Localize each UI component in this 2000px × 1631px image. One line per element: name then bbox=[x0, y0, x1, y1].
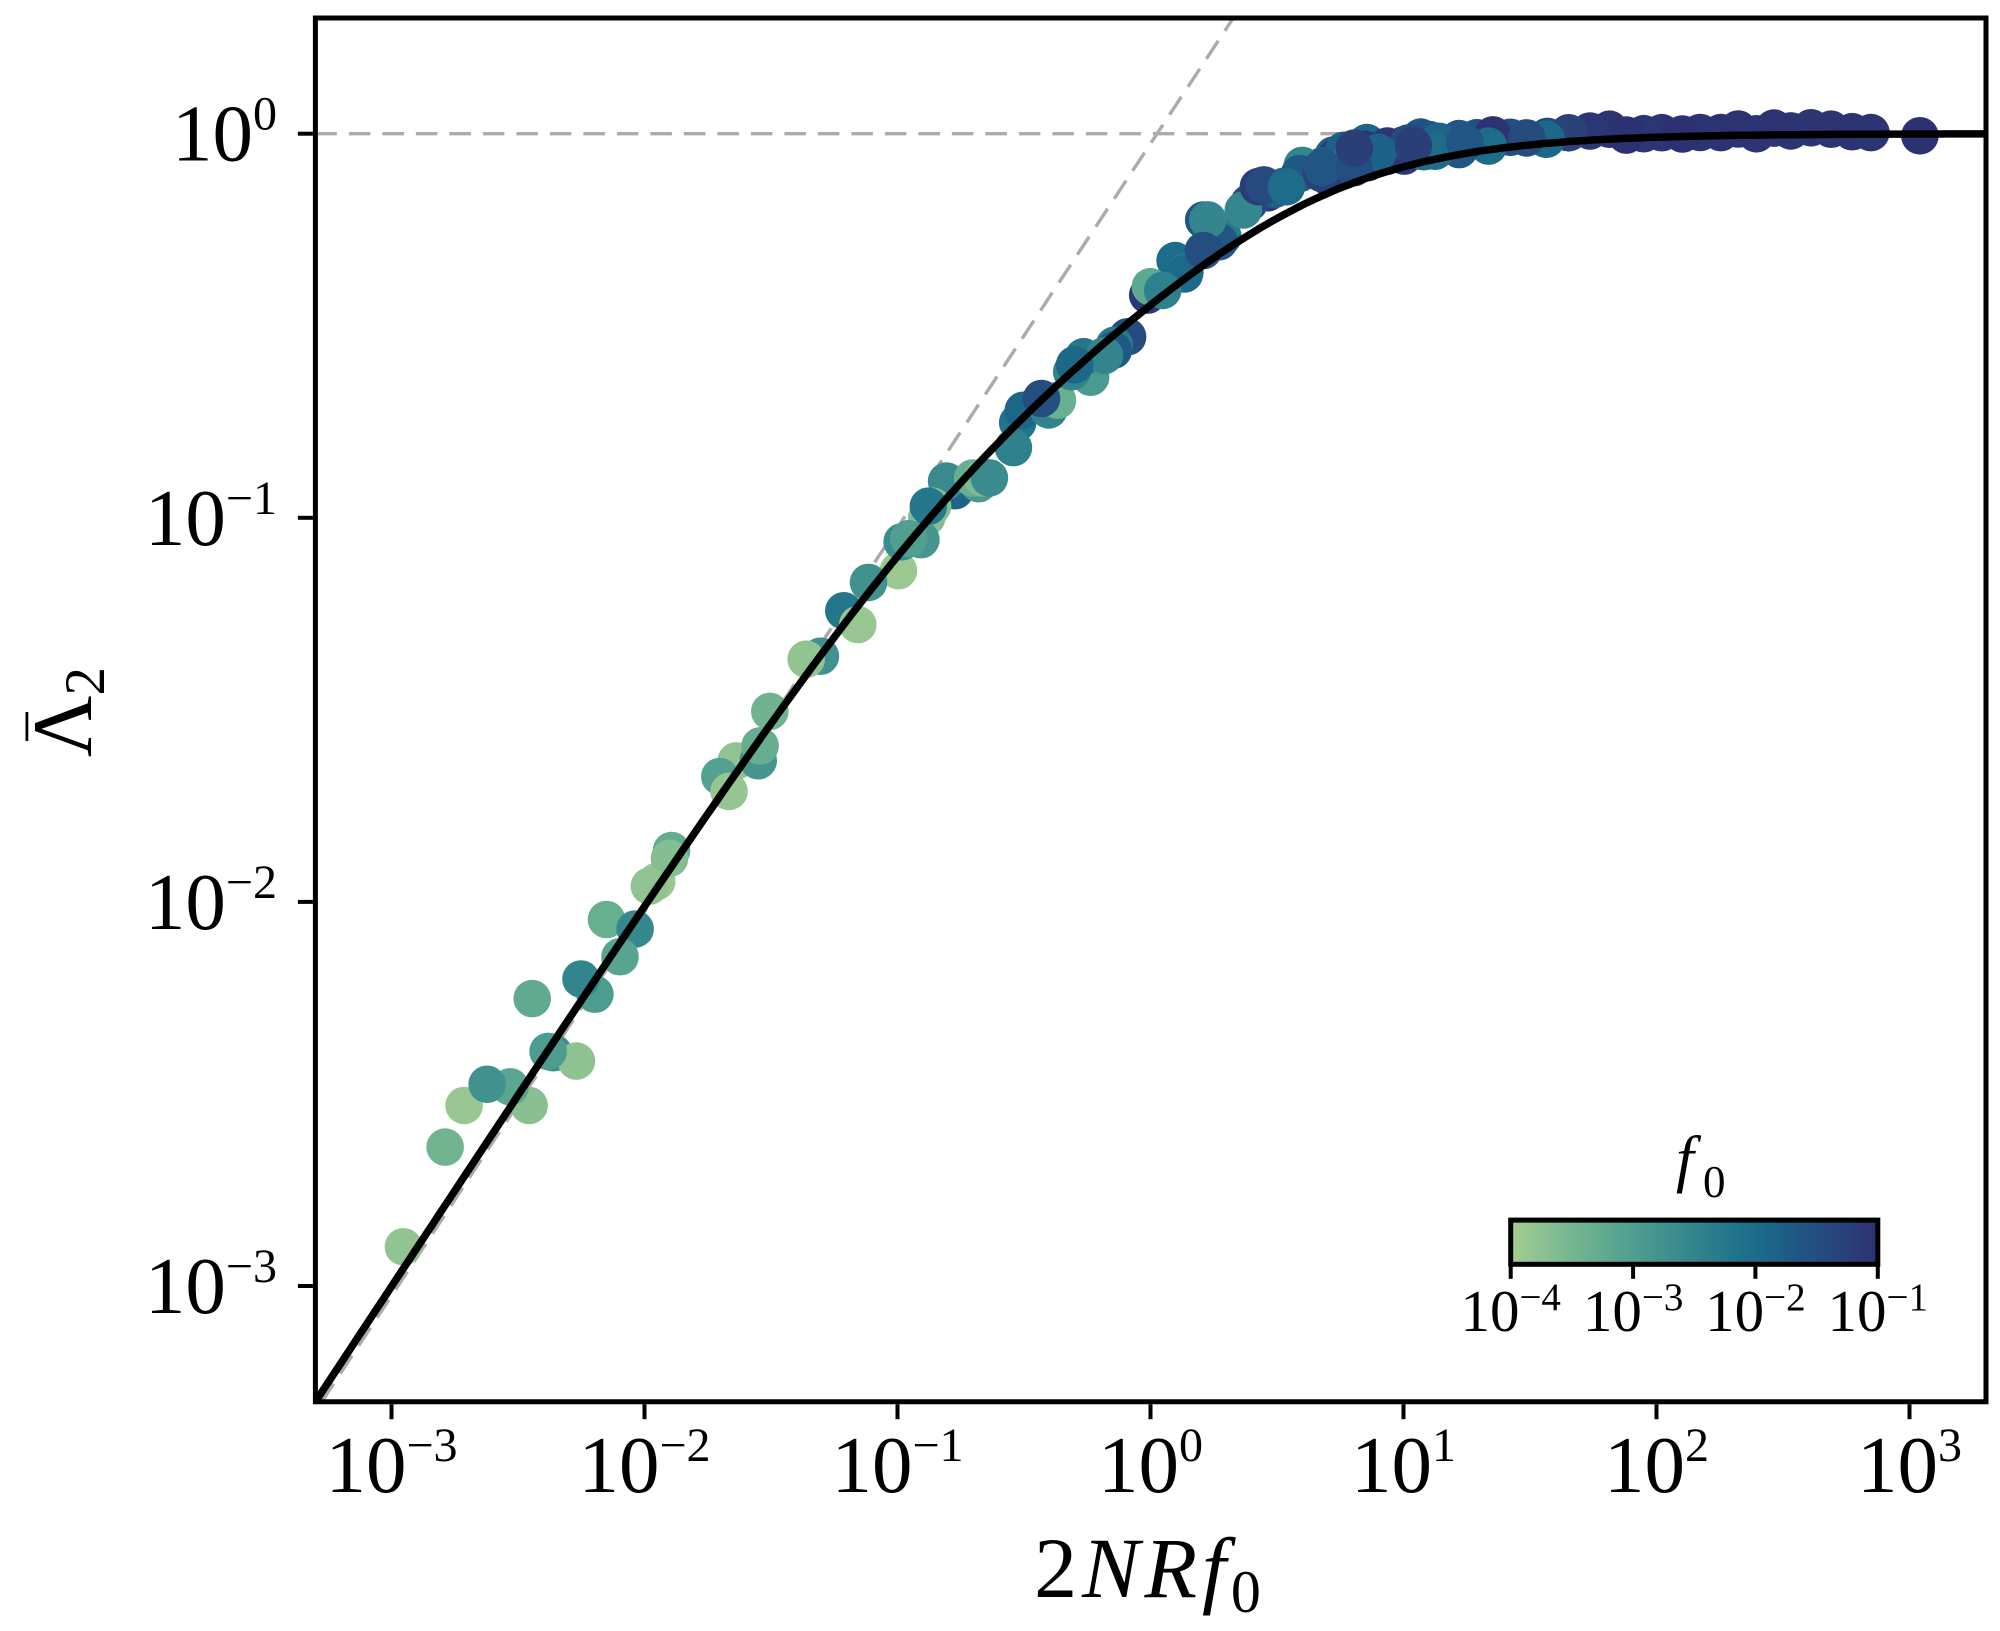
svg-text:2NRf0: 2NRf0 bbox=[1034, 1520, 1266, 1625]
svg-text:10−2: 10−2 bbox=[578, 1419, 710, 1510]
svg-text:Λ2: Λ2 bbox=[16, 667, 117, 757]
svg-text:10−3: 10−3 bbox=[145, 1240, 277, 1331]
svg-text:0: 0 bbox=[1703, 1157, 1726, 1207]
svg-text:10−4: 10−4 bbox=[1460, 1276, 1561, 1344]
svg-text:10−3: 10−3 bbox=[1583, 1276, 1684, 1344]
